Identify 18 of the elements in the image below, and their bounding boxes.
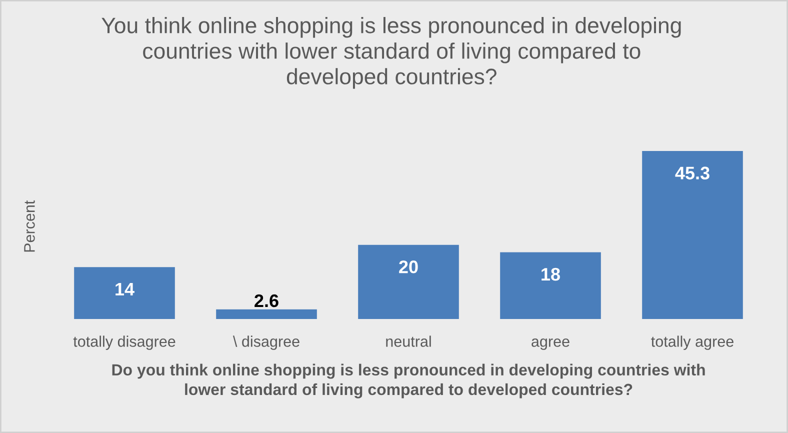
bar	[216, 309, 317, 319]
data-label: 14	[116, 282, 134, 296]
x-tick-label: neutral	[386, 336, 431, 347]
x-tick-label: \ disagree	[232, 336, 300, 350]
bar	[642, 151, 743, 319]
x-tick-label: totally disagree	[73, 336, 176, 350]
bar	[358, 244, 459, 319]
data-label: 2.6	[254, 294, 278, 308]
x-axis-title: Do you think online shopping is less pronounced in developing countries with lower standard of living compared to developed countries?	[112, 364, 705, 398]
y-axis-title: Percent	[24, 200, 35, 252]
bar	[74, 267, 175, 319]
data-label: 20	[399, 260, 418, 274]
x-tick-label: totally agree	[651, 336, 734, 350]
bar	[500, 252, 601, 319]
x-tick-label: agree	[532, 338, 570, 350]
chart-title: You think online shopping is less pronounced in developing countries with lower standard of living compared to developed countries?	[102, 17, 681, 89]
data-label: 45.3	[675, 166, 710, 180]
data-label: 18	[542, 268, 560, 281]
